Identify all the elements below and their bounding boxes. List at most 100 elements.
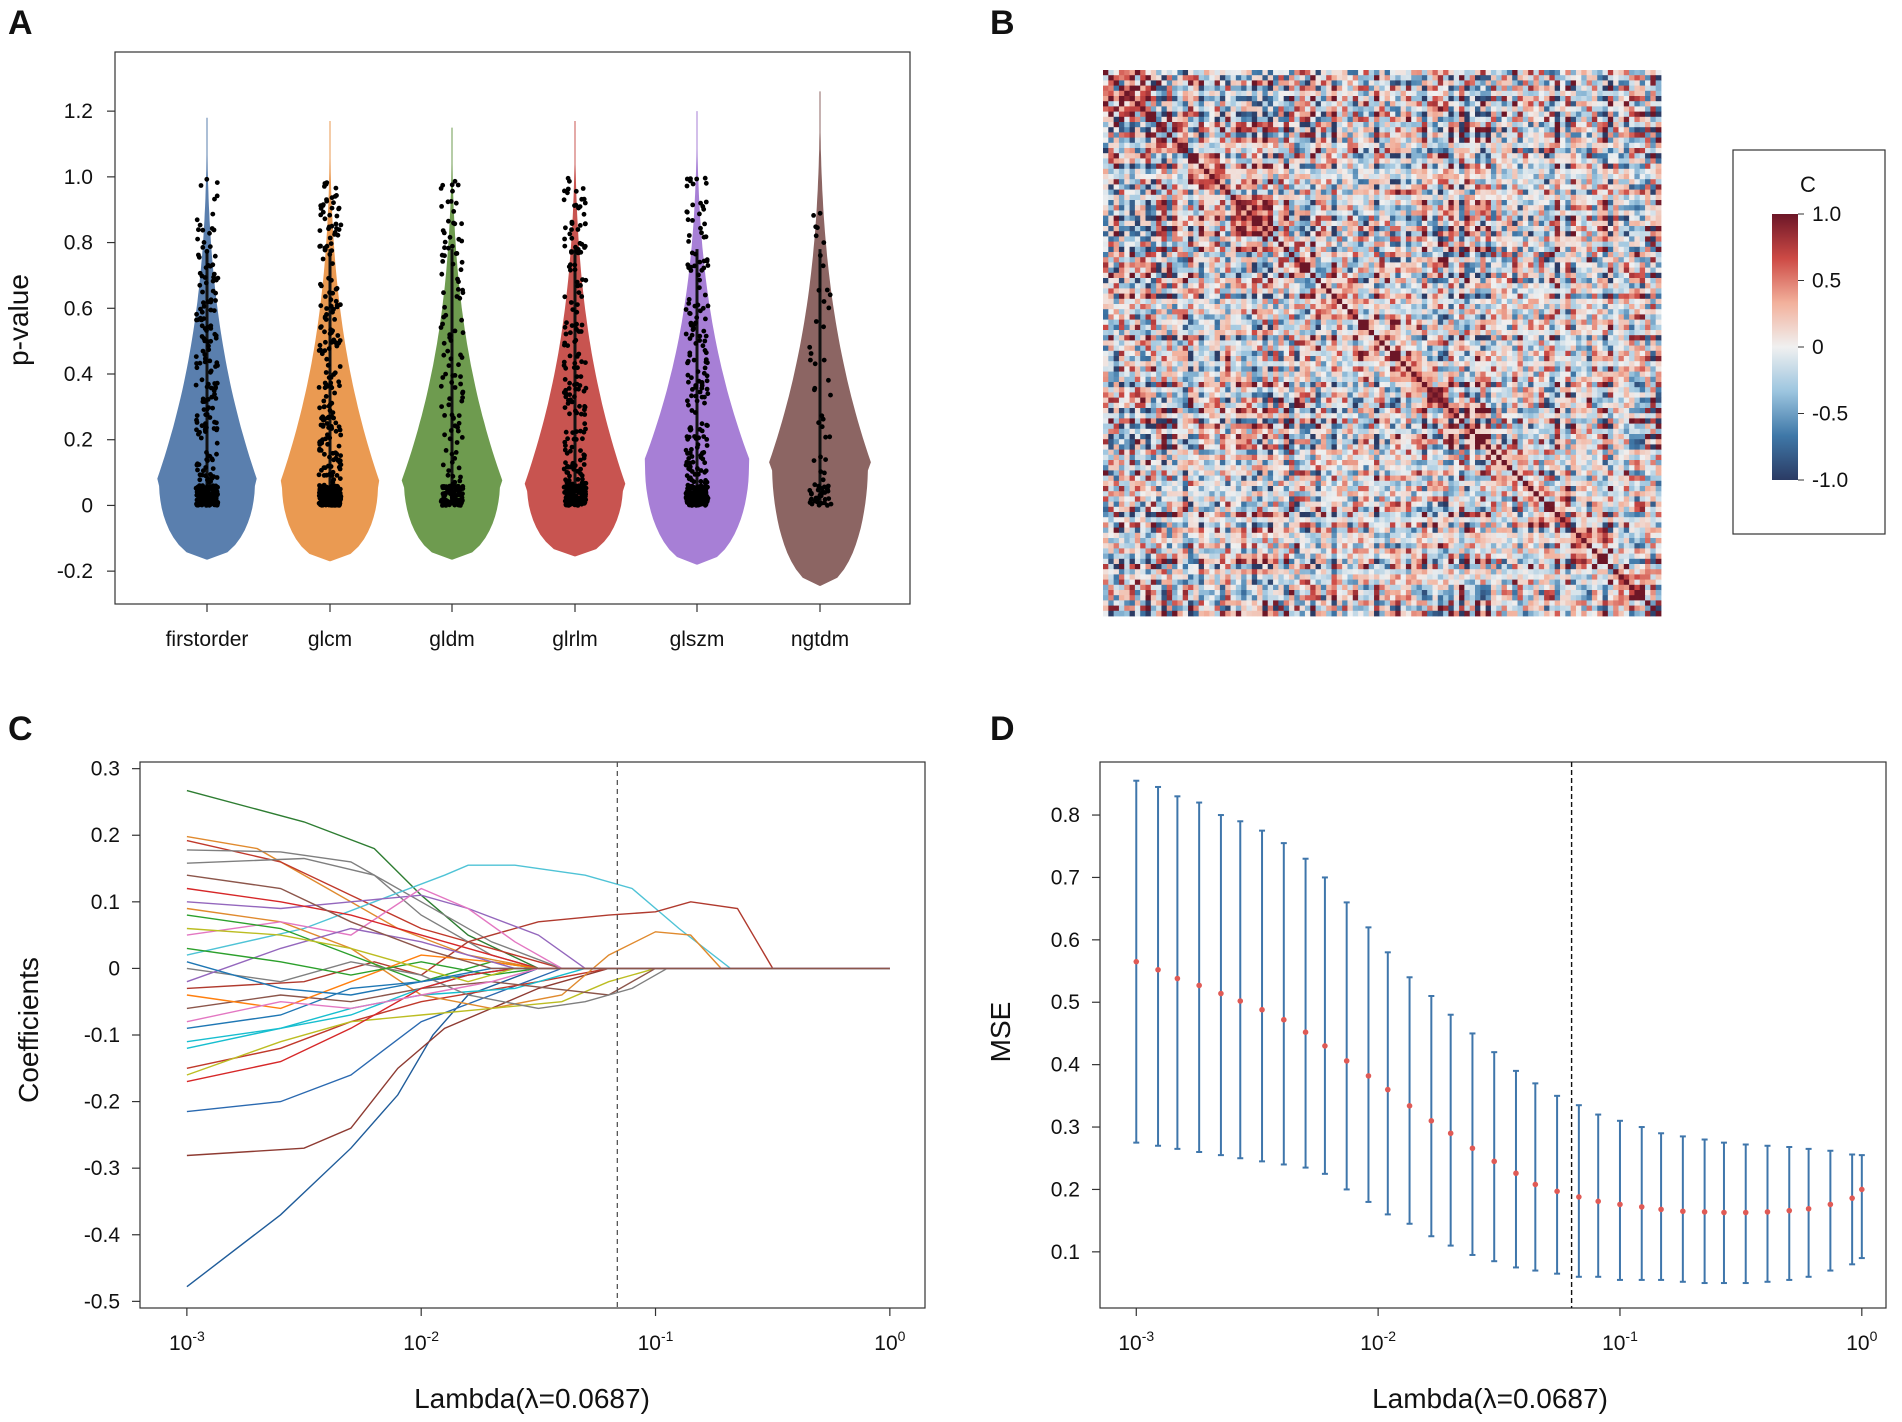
heatmap-cell xyxy=(1501,116,1508,123)
heatmap-cell xyxy=(1198,220,1205,227)
heatmap-cell xyxy=(1485,106,1492,112)
heatmap-cell xyxy=(1156,116,1162,123)
heatmap-cell xyxy=(1490,80,1497,86)
heatmap-cell xyxy=(1352,127,1359,133)
heatmap-cell xyxy=(1315,194,1322,201)
heatmap-cell xyxy=(1554,90,1561,97)
violin-point-ngtdm xyxy=(807,344,813,350)
heatmap-cell xyxy=(1214,184,1221,190)
heatmap-cell xyxy=(1352,85,1359,92)
heatmap-cell xyxy=(1464,189,1471,196)
heatmap-cell xyxy=(1150,106,1157,112)
heatmap-cell xyxy=(1448,226,1455,232)
heatmap-cell xyxy=(1278,148,1285,154)
heatmap-cell xyxy=(1464,179,1471,185)
heatmap-cell xyxy=(1427,200,1433,206)
heatmap-cell xyxy=(1347,90,1354,97)
heatmap-cell xyxy=(1437,215,1444,222)
heatmap-cell xyxy=(1150,168,1157,175)
heatmap-cell xyxy=(1150,153,1157,159)
heatmap-cell xyxy=(1177,184,1184,190)
heatmap-cell xyxy=(1103,163,1109,170)
heatmap-cell xyxy=(1304,90,1311,97)
violin-point-firstorder xyxy=(209,226,215,231)
heatmap-cell xyxy=(1634,179,1641,185)
heatmap-cell xyxy=(1501,122,1508,128)
heatmap-cell xyxy=(1591,184,1598,190)
heatmap-cell xyxy=(1602,142,1609,149)
heatmap-cell xyxy=(1118,80,1125,86)
heatmap-cell xyxy=(1103,158,1109,164)
heatmap-cell xyxy=(1395,132,1401,138)
heatmap-cell xyxy=(1134,116,1141,123)
violin-point-glszm xyxy=(697,277,702,283)
heatmap-cell xyxy=(1172,132,1178,138)
heatmap-cell xyxy=(1352,106,1359,112)
violin-point-glszm xyxy=(697,285,702,291)
heatmap-cell xyxy=(1522,137,1529,144)
heatmap-cell xyxy=(1315,226,1322,232)
heatmap-cell xyxy=(1618,231,1625,237)
heatmap-cell xyxy=(1363,215,1370,222)
heatmap-cell xyxy=(1273,179,1279,185)
heatmap-cell xyxy=(1421,137,1428,144)
heatmap-cell xyxy=(1437,205,1444,211)
heatmap-cell xyxy=(1464,142,1471,149)
violin-point-glrlm xyxy=(562,236,567,242)
violin-point-glcm xyxy=(328,297,334,303)
heatmap-cell xyxy=(1475,194,1481,201)
heatmap-cell xyxy=(1278,189,1285,196)
heatmap-cell xyxy=(1262,153,1269,159)
violin-point-gldm xyxy=(458,492,464,497)
heatmap-cell xyxy=(1283,168,1290,175)
violin-point-glrlm xyxy=(562,377,568,382)
heatmap-cell xyxy=(1549,194,1556,201)
heatmap-cell xyxy=(1421,101,1428,107)
heatmap-cell xyxy=(1108,101,1115,107)
heatmap-cell xyxy=(1172,80,1178,86)
heatmap-cell xyxy=(1506,106,1513,112)
heatmap-cell xyxy=(1427,96,1433,102)
heatmap-cell xyxy=(1299,226,1306,232)
heatmap-cell xyxy=(1475,189,1481,196)
heatmap-cell xyxy=(1129,168,1136,175)
heatmap-cell xyxy=(1140,236,1146,242)
heatmap-cell xyxy=(1294,148,1301,154)
heatmap-cell xyxy=(1241,194,1247,201)
heatmap-cell xyxy=(1560,96,1566,102)
violin-point-gldm xyxy=(459,238,465,244)
heatmap-cell xyxy=(1581,220,1587,227)
heatmap-cell xyxy=(1560,194,1566,201)
violin-point-glszm xyxy=(695,466,700,471)
heatmap-cell xyxy=(1613,215,1619,222)
heatmap-cell xyxy=(1273,163,1279,170)
heatmap-cell xyxy=(1363,179,1370,185)
heatmap-cell xyxy=(1156,80,1162,86)
heatmap-cell xyxy=(1591,75,1598,81)
heatmap-cell xyxy=(1326,116,1332,123)
heatmap-cell xyxy=(1485,205,1492,211)
heatmap-cell xyxy=(1634,158,1641,164)
violin-point-firstorder xyxy=(200,245,206,250)
heatmap-cell xyxy=(1613,137,1619,144)
heatmap-cell xyxy=(1575,184,1582,190)
heatmap-cell xyxy=(1289,194,1295,201)
heatmap-cell xyxy=(1639,75,1646,81)
heatmap-cell xyxy=(1634,122,1641,128)
violin-point-glszm xyxy=(689,454,695,459)
heatmap-cell xyxy=(1368,205,1375,211)
violin-point-glszm xyxy=(692,472,698,477)
heatmap-cell xyxy=(1352,220,1359,227)
heatmap-cell xyxy=(1512,75,1518,81)
heatmap-cell xyxy=(1374,194,1380,201)
violin-point-firstorder xyxy=(208,479,214,484)
heatmap-cell xyxy=(1623,80,1630,86)
violin-point-ngtdm xyxy=(811,458,817,463)
heatmap-cell xyxy=(1108,163,1115,170)
heatmap-cell xyxy=(1570,96,1577,102)
violin-point-glcm xyxy=(338,222,344,228)
heatmap-cell xyxy=(1150,189,1157,196)
heatmap-cell xyxy=(1113,205,1120,211)
heatmap-cell xyxy=(1331,132,1338,138)
violin-point-firstorder xyxy=(211,500,217,506)
